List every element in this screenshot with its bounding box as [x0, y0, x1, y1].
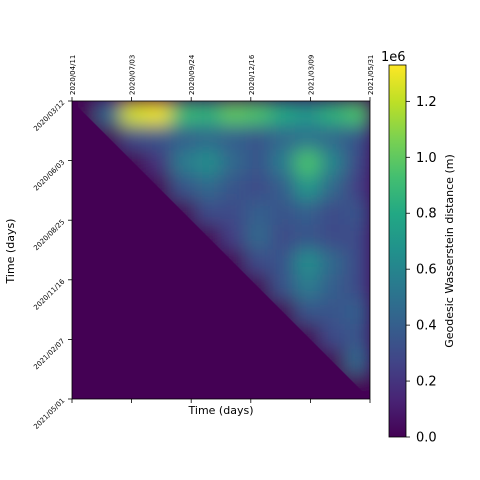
colorbar-label: Geodesic Wasserstein distance (m)	[443, 154, 456, 348]
heatmap-cell	[220, 224, 247, 251]
heatmap-cell	[195, 150, 222, 176]
x-axis-label: Time (days)	[188, 404, 254, 417]
heatmap-cell	[270, 224, 296, 251]
colorbar-ticks: 0.0 0.2 0.4 0.6 0.8 1.0 1.2	[406, 95, 437, 446]
colorbar-tick-label: 0.2	[416, 375, 437, 390]
heatmap-cell	[344, 348, 370, 375]
heatmap-cell	[146, 101, 172, 127]
x-tick-label: 2021/05/31	[367, 55, 375, 95]
heatmap-cell	[195, 199, 222, 226]
heatmap-cell	[344, 101, 370, 127]
lower-triangle	[72, 101, 370, 399]
heatmap-cell	[220, 175, 247, 201]
x-tick-label: 2020/09/24	[188, 54, 196, 95]
heatmap-cell	[319, 199, 346, 226]
colorbar-multiplier: 1e6	[381, 50, 406, 65]
heatmap-cell	[319, 299, 346, 325]
heatmap-cell	[319, 274, 346, 301]
heatmap-cell	[270, 249, 296, 276]
heatmap-cell	[344, 125, 370, 152]
colorbar-tick-label: 1.0	[416, 151, 437, 166]
heatmap-cell	[245, 249, 272, 276]
heatmap-cell	[295, 274, 321, 301]
heatmap-cell	[220, 101, 247, 127]
colorbar-tick-label: 1.2	[416, 95, 437, 110]
heatmap-cell	[344, 150, 370, 176]
heatmap-cell	[295, 101, 321, 127]
heatmap-cell	[146, 125, 172, 152]
heatmap-cell	[344, 249, 370, 276]
colorbar: 0.0 0.2 0.4 0.6 0.8 1.0 1.2 1e6 Geodesic Wasse…	[381, 50, 456, 446]
heatmap-cell	[319, 101, 346, 127]
heatmap-cell	[344, 224, 370, 251]
heatmap-cell	[220, 125, 247, 152]
heatmap-cell	[319, 249, 346, 276]
heatmap-cell	[220, 199, 247, 226]
heatmap-cell	[270, 199, 296, 226]
y-tick-label: 2021/05/01	[32, 397, 66, 431]
x-axis-top: 2020/04/11 2020/07/03 2020/09/24 2020/12/16…	[69, 54, 375, 403]
heatmap-cell	[295, 150, 321, 176]
heatmap-cell	[245, 125, 272, 152]
heatmap-cell	[96, 101, 123, 127]
heatmap-cell	[170, 175, 197, 201]
colorbar-tick-label: 0.8	[416, 207, 437, 222]
heatmap-cell	[319, 175, 346, 201]
y-tick-label: 2020/08/25	[32, 218, 66, 252]
heatmap-cell	[270, 101, 296, 127]
heatmap-cell	[295, 224, 321, 251]
heatmap-cell	[220, 150, 247, 176]
heatmap-cell	[245, 199, 272, 226]
heatmap-cell	[319, 324, 346, 350]
heatmap-cell	[170, 150, 197, 176]
heatmap-cell	[319, 150, 346, 176]
plot-area	[72, 101, 370, 399]
heatmap-cell	[295, 249, 321, 276]
heatmap-cell	[344, 199, 370, 226]
heatmap-cell	[295, 199, 321, 226]
heatmap-cell	[344, 299, 370, 325]
plot-frame	[71, 100, 371, 400]
heatmap-cell	[295, 125, 321, 152]
y-tick-label: 2020/06/03	[32, 158, 66, 192]
heatmap-cell	[195, 101, 222, 127]
heatmap-cell	[270, 274, 296, 301]
heatmap-cell	[295, 299, 321, 325]
heatmap-cell	[344, 175, 370, 201]
heatmap-cell	[195, 175, 222, 201]
heatmap-cell	[344, 324, 370, 350]
x-tick-label: 2020/04/11	[69, 55, 77, 95]
heatmap-cell	[170, 125, 197, 152]
colorbar-tick-label: 0.6	[416, 263, 437, 278]
heatmap-cell	[270, 125, 296, 152]
heatmap-cell	[170, 101, 197, 127]
heatmap-cell	[146, 150, 172, 176]
colorbar-tick-label: 0.4	[416, 319, 437, 334]
heatmap-cell	[245, 150, 272, 176]
heatmap-cell	[195, 125, 222, 152]
heatmap-cell	[121, 125, 147, 152]
y-axis-left: 2020/03/12 2020/06/03 2020/08/25 2020/11/16…	[32, 99, 72, 431]
heatmap-cell	[295, 175, 321, 201]
y-tick-label: 2020/03/12	[32, 99, 66, 133]
x-tick-label: 2020/12/16	[248, 54, 256, 95]
x-tick-label: 2020/07/03	[129, 55, 137, 95]
heatmap-cell	[344, 274, 370, 301]
y-tick-label: 2020/11/16	[32, 277, 67, 312]
heatmap-cell	[270, 150, 296, 176]
colorbar-gradient	[388, 64, 407, 438]
heatmap-cell	[319, 224, 346, 251]
heatmap-cell	[245, 175, 272, 201]
heatmap-cell	[319, 125, 346, 152]
heatmap-cell	[245, 224, 272, 251]
y-axis-label: Time (days)	[4, 219, 17, 285]
heatmap-cell	[245, 101, 272, 127]
x-tick-label: 2021/03/09	[307, 55, 315, 95]
colorbar-tick-label: 0.0	[416, 431, 437, 446]
heatmap-cell	[270, 175, 296, 201]
y-tick-label: 2021/02/07	[32, 337, 66, 371]
heatmap-cell	[121, 101, 147, 127]
